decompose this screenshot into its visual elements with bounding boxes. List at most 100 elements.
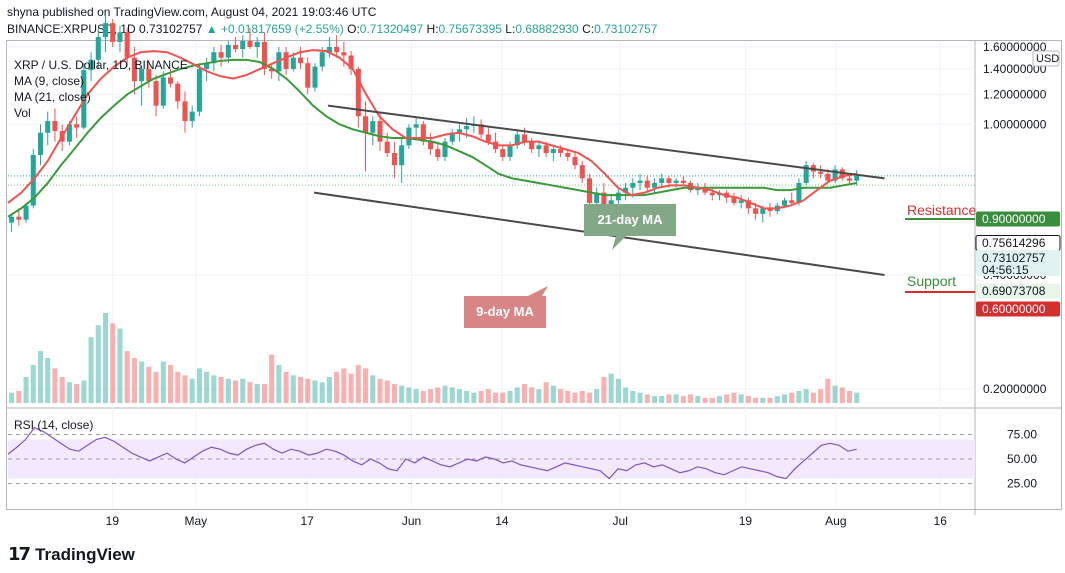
volume-bar: [623, 387, 629, 403]
volume-bar: [290, 375, 296, 403]
volume-bar: [74, 383, 80, 403]
candle-body: [428, 141, 434, 150]
candle-body: [846, 178, 853, 181]
candle-body: [102, 23, 109, 38]
volume-bar: [507, 390, 513, 403]
volume-bar: [846, 390, 853, 403]
volume-bar: [254, 383, 260, 403]
candle-body: [449, 132, 455, 142]
candle-body: [543, 145, 549, 153]
candle-body: [298, 57, 304, 64]
volume-bar: [124, 351, 130, 403]
candle-body: [731, 197, 737, 203]
volume-bar: [298, 377, 304, 403]
candle-body: [507, 145, 513, 157]
volume-bar: [702, 397, 708, 403]
candle-body: [182, 101, 188, 122]
volume-bar: [716, 396, 723, 403]
candle-body: [160, 77, 166, 106]
volume-bar: [774, 396, 780, 403]
candle-body: [586, 178, 593, 203]
legend-rsi: RSI (14, close): [14, 418, 94, 432]
candle-body: [485, 134, 491, 142]
tradingview-branding[interactable]: 𝟭𝟳 TradingView: [8, 544, 135, 565]
price-axis-label-text: 0.73102757: [982, 251, 1046, 265]
candle-body: [290, 57, 296, 69]
volume-bar: [182, 375, 188, 403]
volume-bar: [52, 368, 58, 403]
candle-body: [66, 124, 72, 142]
candle-body: [348, 55, 354, 69]
candle-body: [558, 149, 564, 153]
volume-bar: [832, 385, 838, 403]
time-tick-label: 19: [739, 514, 753, 528]
volume-bar: [572, 392, 578, 403]
volume-bar: [579, 390, 585, 403]
candle-body: [659, 178, 665, 183]
candle-body: [189, 111, 195, 122]
candle-body: [601, 192, 607, 209]
volume-bar: [131, 358, 137, 403]
volume-bar: [500, 392, 506, 403]
candle-body: [579, 165, 585, 179]
candle-body: [695, 187, 701, 191]
volume-bar: [442, 385, 448, 403]
volume-bar: [464, 390, 470, 403]
volume-bar: [558, 389, 564, 403]
candle-body: [666, 178, 672, 183]
time-tick-label: Aug: [825, 514, 846, 528]
candle-body: [478, 124, 484, 135]
currency-badge: [1032, 50, 1060, 67]
volume-bar: [493, 392, 499, 403]
volume-bar: [175, 371, 181, 403]
volume-bar: [644, 394, 650, 403]
volume-bar: [781, 394, 788, 403]
volume-bar: [485, 389, 491, 403]
volume-bar: [456, 389, 462, 403]
volume-bar: [767, 397, 773, 403]
volume-bar: [384, 380, 390, 403]
candle-body: [52, 121, 58, 132]
candle-body: [261, 41, 267, 69]
candle-body: [146, 68, 152, 82]
volume-bar: [651, 396, 658, 403]
time-tick-label: Jul: [613, 514, 628, 528]
candle-body: [305, 63, 311, 88]
candle-body: [738, 200, 744, 203]
volume-bar: [608, 373, 614, 403]
candle-body: [74, 124, 80, 128]
candle-body: [131, 57, 137, 82]
volume-bar: [37, 351, 44, 403]
candle-body: [211, 52, 217, 64]
candle-body: [355, 68, 361, 117]
time-tick-label: 14: [495, 514, 509, 528]
volume-bar: [709, 397, 715, 403]
time-tick-label: Jun: [402, 514, 421, 528]
candle-body: [167, 77, 174, 84]
volume-bar: [81, 380, 87, 403]
volume-bar: [261, 383, 267, 403]
volume-bar: [363, 368, 369, 403]
candle-body: [420, 124, 426, 142]
candle-body: [95, 37, 101, 60]
volume-bar: [146, 366, 152, 403]
volume-bar: [326, 377, 332, 403]
candle-body: [637, 180, 643, 183]
volume-bar: [341, 368, 347, 403]
volume-bar: [478, 390, 484, 403]
candle-body: [536, 145, 542, 150]
volume-bar: [796, 390, 802, 403]
volume-bar: [377, 378, 383, 403]
candle-body: [789, 200, 795, 203]
open-value: 0.71320497: [359, 22, 424, 36]
candle-body: [391, 152, 397, 166]
candle-body: [175, 83, 181, 102]
volume-bar: [283, 371, 289, 403]
volume-bar: [435, 387, 441, 403]
candle-body: [384, 141, 390, 153]
volume-bar: [731, 392, 737, 403]
candle-body: [247, 40, 253, 47]
candle-body: [565, 152, 571, 157]
candle-body: [572, 156, 578, 166]
